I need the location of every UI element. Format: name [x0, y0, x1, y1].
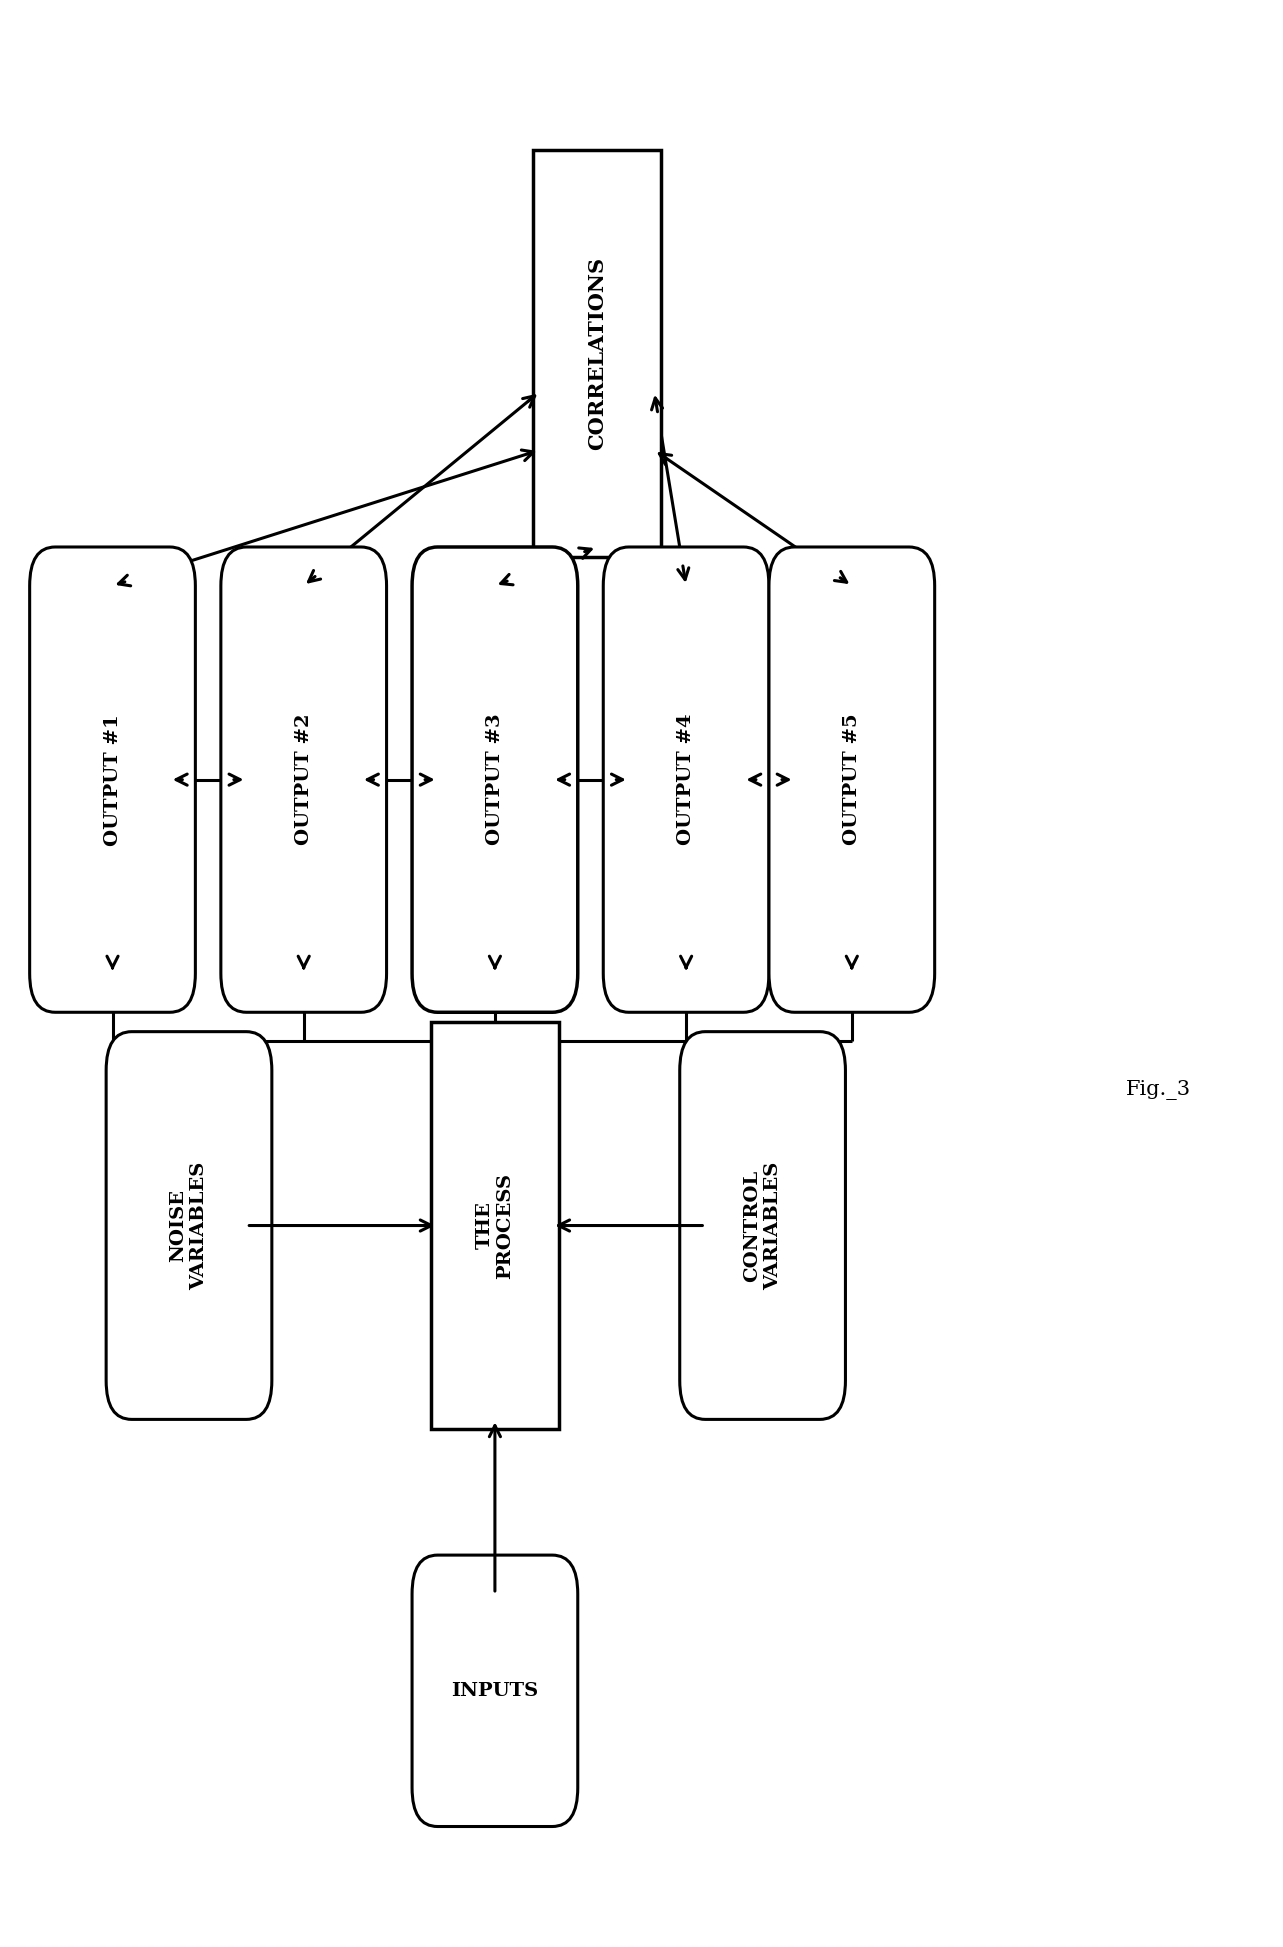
FancyBboxPatch shape — [221, 547, 386, 1012]
FancyBboxPatch shape — [30, 547, 195, 1012]
Text: NOISE
VARIABLES: NOISE VARIABLES — [169, 1162, 208, 1289]
Text: OUTPUT #3: OUTPUT #3 — [486, 715, 504, 845]
Text: Fig._3: Fig._3 — [1126, 1081, 1191, 1100]
FancyBboxPatch shape — [431, 1022, 558, 1429]
FancyBboxPatch shape — [769, 547, 935, 1012]
Text: OUTPUT #5: OUTPUT #5 — [843, 715, 861, 845]
Text: OUTPUT #4: OUTPUT #4 — [677, 715, 695, 845]
FancyBboxPatch shape — [106, 1032, 272, 1419]
FancyBboxPatch shape — [534, 150, 661, 557]
FancyBboxPatch shape — [412, 1556, 577, 1826]
FancyBboxPatch shape — [412, 547, 577, 1012]
Text: OUTPUT #2: OUTPUT #2 — [295, 715, 313, 845]
Text: THE
PROCESS: THE PROCESS — [476, 1172, 514, 1279]
Text: OUTPUT #1: OUTPUT #1 — [104, 715, 122, 845]
Text: CONTROL
VARIABLES: CONTROL VARIABLES — [743, 1162, 783, 1289]
Text: CORRELATIONS: CORRELATIONS — [586, 257, 607, 450]
FancyBboxPatch shape — [680, 1032, 845, 1419]
FancyBboxPatch shape — [603, 547, 769, 1012]
Text: INPUTS: INPUTS — [452, 1682, 539, 1700]
